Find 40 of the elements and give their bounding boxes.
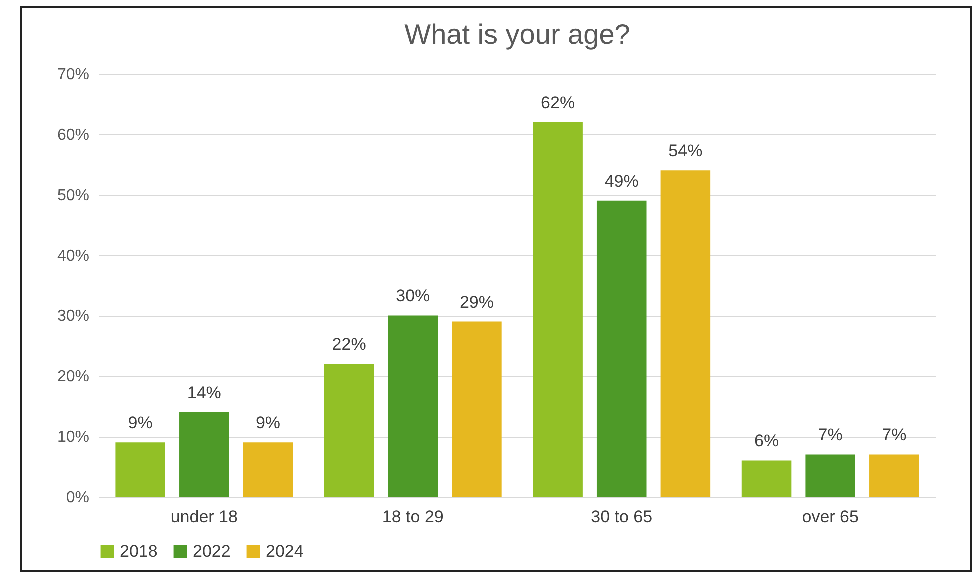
y-tick-label: 10%: [57, 429, 90, 446]
legend-label: 2024: [266, 542, 304, 561]
data-label: 14%: [187, 383, 222, 402]
bar: [243, 442, 294, 497]
data-label: 6%: [754, 432, 780, 451]
legend-label: 2022: [193, 542, 231, 561]
data-label: 62%: [541, 93, 576, 112]
y-tick-label: 20%: [57, 368, 90, 386]
y-tick-label: 60%: [57, 126, 90, 144]
bar: [180, 412, 230, 497]
y-tick-label: 0%: [66, 490, 90, 506]
x-tick-label: under 18: [170, 508, 238, 526]
bar: [388, 316, 438, 497]
data-label: 22%: [332, 335, 366, 354]
bar: [596, 200, 647, 497]
data-label: 7%: [882, 426, 907, 445]
bar: [806, 454, 856, 497]
bar: [870, 454, 920, 497]
x-tick-label: over 65: [802, 508, 859, 526]
data-label: 29%: [460, 292, 494, 312]
bar: [452, 322, 502, 497]
y-tick-label: 50%: [57, 187, 90, 204]
bar: [533, 122, 583, 497]
y-tick-label: 40%: [57, 248, 90, 265]
data-label: 30%: [396, 286, 430, 306]
data-label: 9%: [128, 414, 153, 433]
data-label: 7%: [818, 426, 843, 445]
bar: [116, 442, 166, 497]
y-tick-label: 70%: [57, 66, 90, 84]
bar: [324, 364, 374, 497]
x-tick-label: 18 to 29: [382, 508, 444, 526]
bar: [742, 460, 792, 497]
x-tick-label: 30 to 65: [591, 508, 653, 526]
y-tick-label: 30%: [57, 308, 90, 326]
data-label: 54%: [668, 142, 703, 161]
data-label: 49%: [604, 172, 639, 191]
legend-label: 2018: [120, 542, 158, 561]
bar: [660, 170, 711, 497]
chart-title: What is your age?: [404, 19, 630, 50]
data-label: 9%: [256, 414, 281, 433]
